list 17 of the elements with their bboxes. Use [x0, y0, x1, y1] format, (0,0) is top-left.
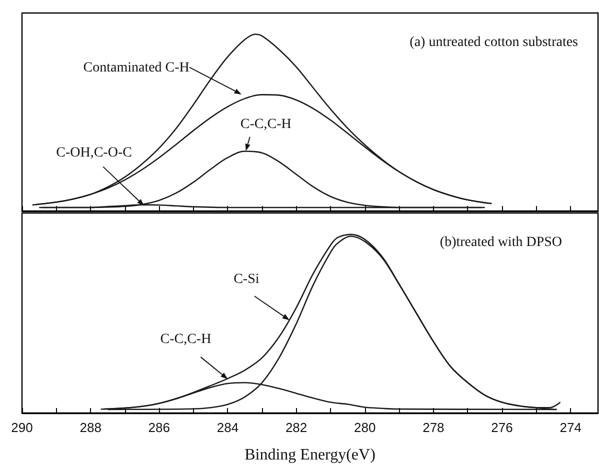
- x-tick-label: 284: [216, 420, 239, 435]
- annotation: C-OH,C-O-C: [56, 146, 132, 161]
- x-tick-label: 278: [422, 420, 444, 435]
- x-tick-label: 288: [80, 420, 102, 435]
- annotation: (b)treated with DPSO: [440, 235, 562, 250]
- annotation: C-C,C-H: [240, 116, 292, 132]
- annotation: C-Si: [234, 272, 260, 288]
- x-tick-label: 280: [354, 420, 376, 435]
- x-tick-label: 282: [285, 420, 308, 435]
- annotation: Contaminated C-H: [83, 60, 190, 76]
- x-tick-label: 286: [148, 420, 170, 435]
- x-tick-label: 276: [491, 420, 513, 435]
- x-axis-title: Binding Energy(eV): [244, 446, 376, 464]
- annotation: C-C,C-H: [160, 332, 212, 348]
- annotation: (a) untreated cotton substrates: [410, 35, 578, 50]
- x-tick-label: 274: [560, 420, 582, 435]
- x-tick-label: 290: [11, 420, 33, 435]
